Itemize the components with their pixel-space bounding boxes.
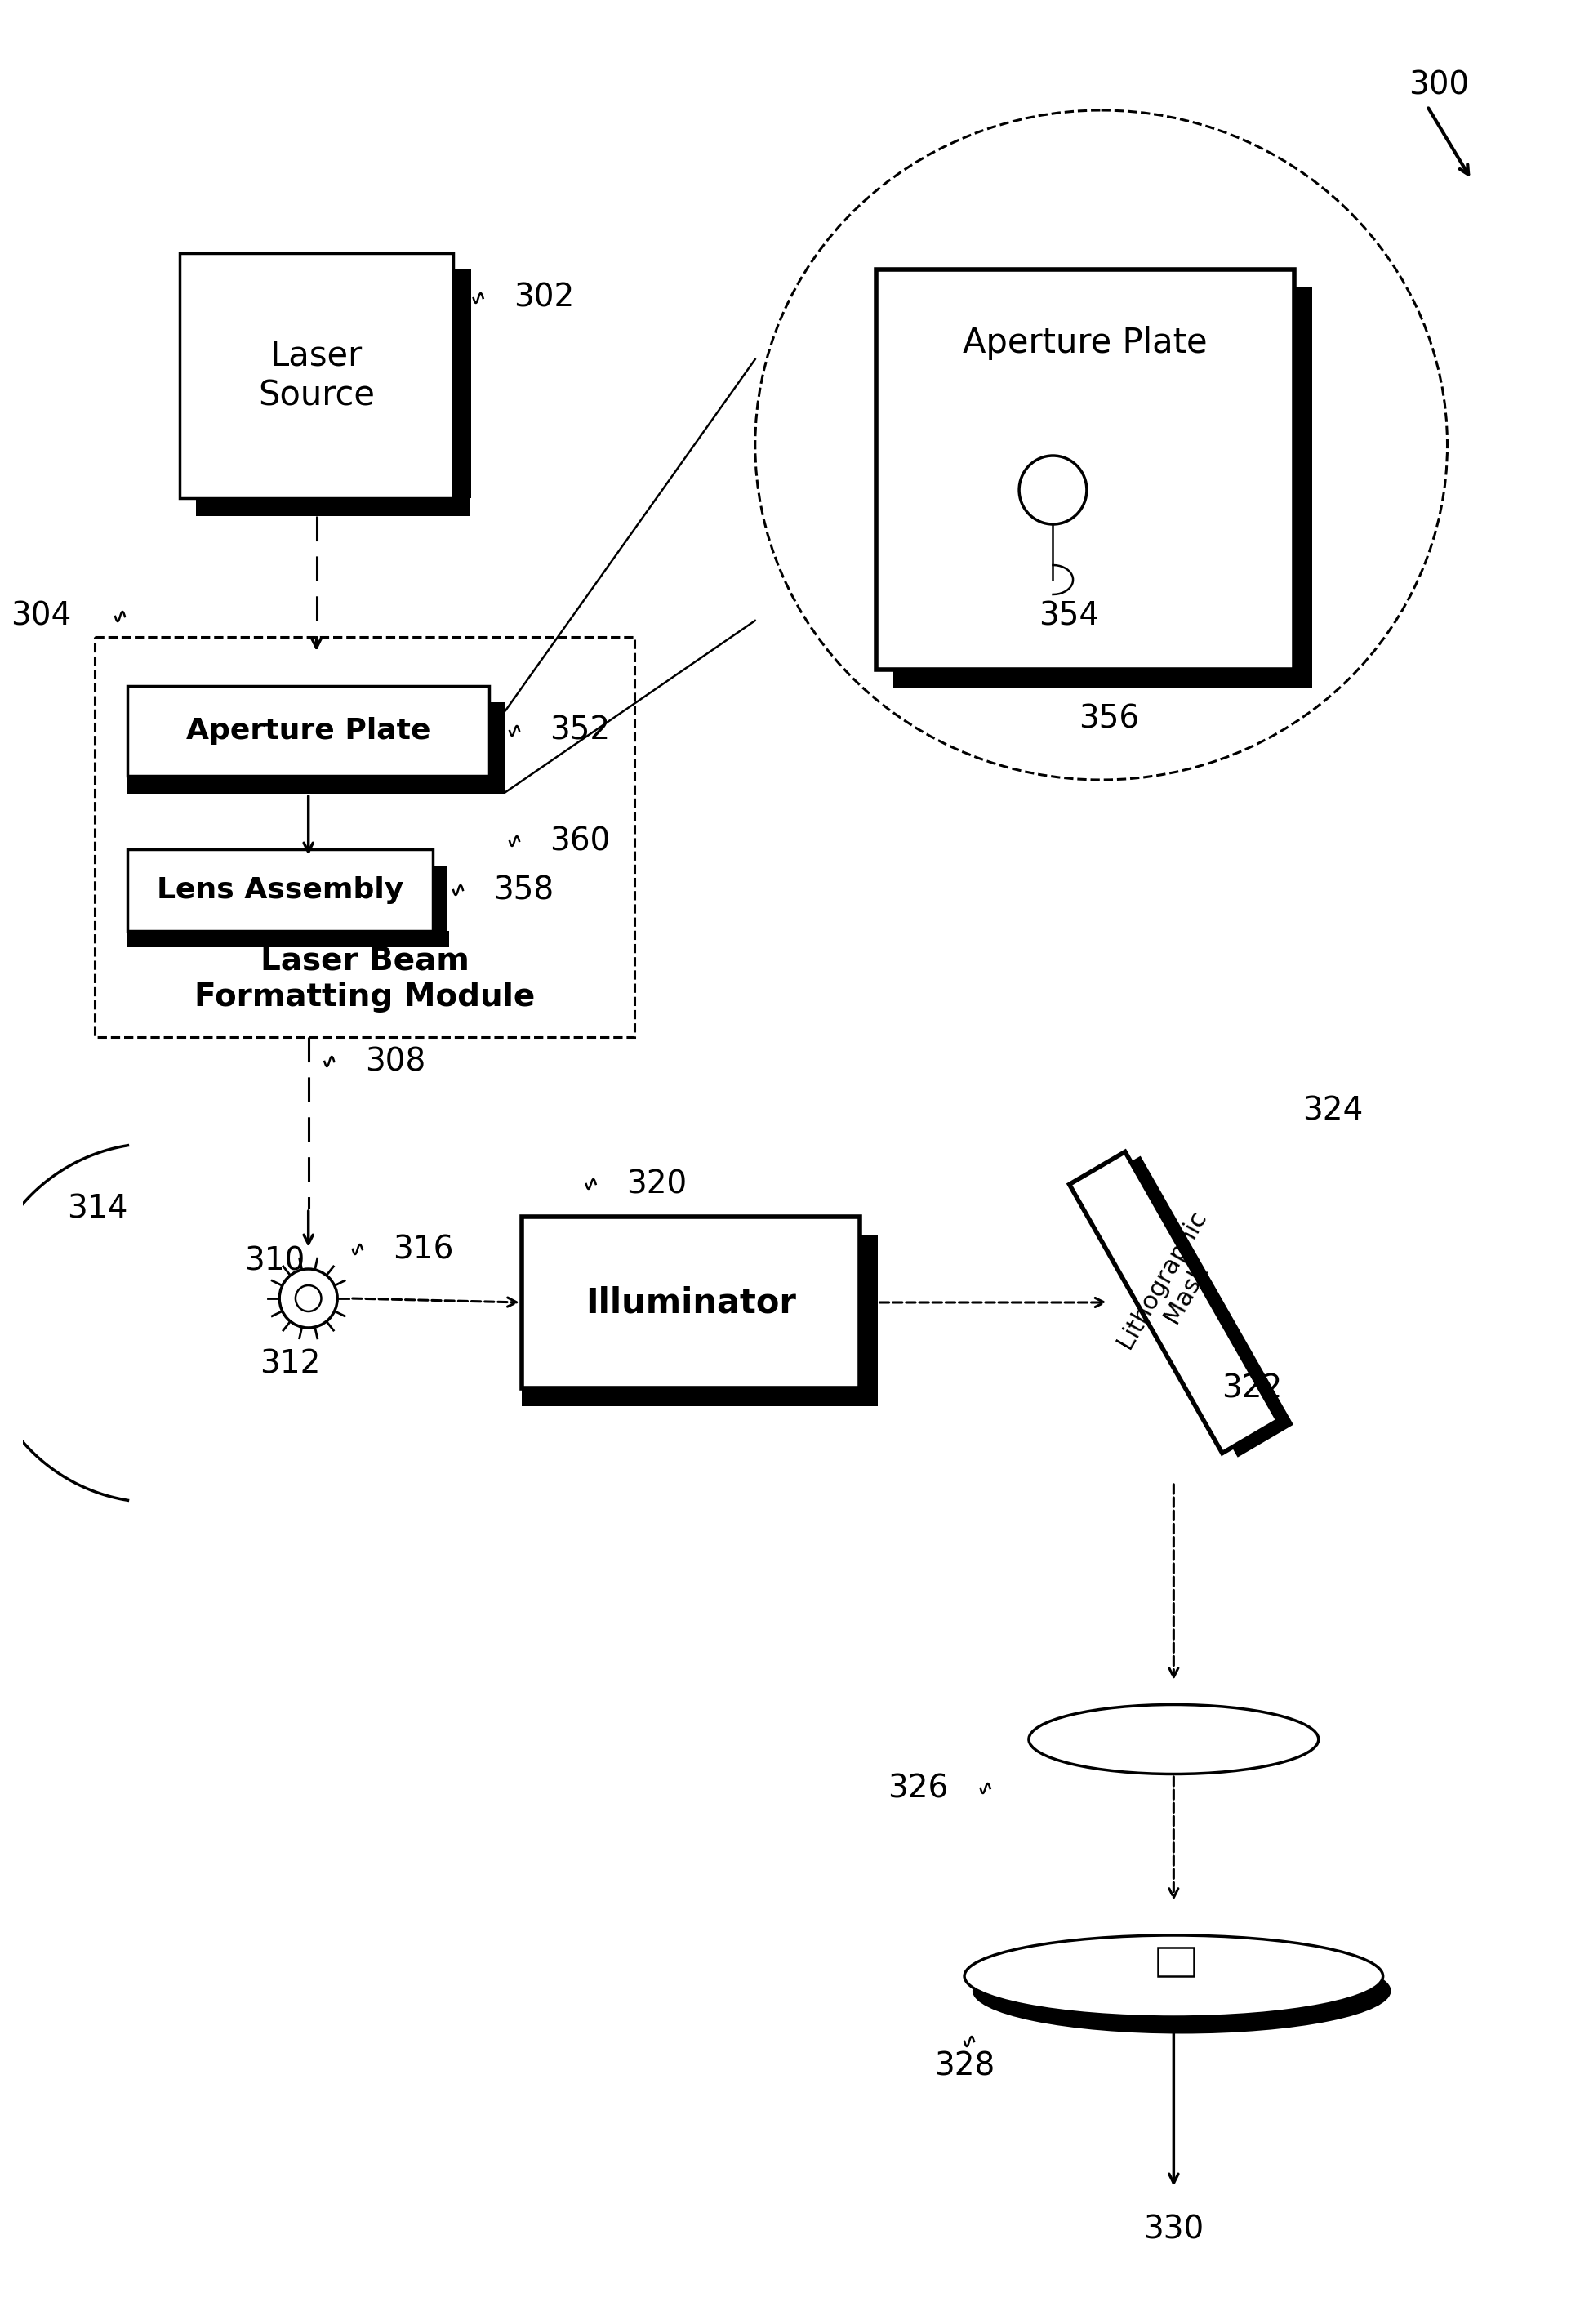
Text: 354: 354 bbox=[1039, 602, 1100, 632]
Text: Illuminator: Illuminator bbox=[585, 1285, 796, 1320]
Bar bbox=[127, 932, 450, 948]
Text: 328: 328 bbox=[934, 2050, 995, 2082]
Bar bbox=[95, 637, 634, 1037]
Bar bbox=[127, 686, 489, 776]
Bar bbox=[453, 270, 470, 497]
Bar bbox=[860, 1234, 877, 1406]
Ellipse shape bbox=[965, 1936, 1382, 2017]
Text: 314: 314 bbox=[67, 1192, 127, 1225]
Ellipse shape bbox=[972, 1948, 1390, 2034]
Ellipse shape bbox=[1028, 1703, 1319, 1773]
Text: 316: 316 bbox=[392, 1234, 454, 1264]
Bar bbox=[1085, 1155, 1293, 1457]
Bar bbox=[127, 776, 505, 795]
Text: Laser Beam
Formatting Module: Laser Beam Formatting Module bbox=[194, 946, 535, 1013]
Bar bbox=[893, 669, 1313, 688]
Text: 304: 304 bbox=[10, 602, 72, 632]
Bar bbox=[434, 865, 448, 948]
Text: 356: 356 bbox=[1079, 704, 1139, 734]
Text: 352: 352 bbox=[550, 716, 610, 746]
Text: Laser
Source: Laser Source bbox=[257, 339, 375, 414]
Bar bbox=[1157, 1948, 1193, 1975]
Text: Aperture Plate: Aperture Plate bbox=[963, 325, 1208, 360]
Text: 300: 300 bbox=[1409, 70, 1470, 102]
Text: 324: 324 bbox=[1303, 1095, 1363, 1127]
Text: Lens Assembly: Lens Assembly bbox=[157, 876, 404, 904]
Text: 308: 308 bbox=[365, 1046, 426, 1076]
Bar bbox=[489, 702, 505, 792]
Text: 330: 330 bbox=[1144, 2215, 1204, 2245]
Text: 358: 358 bbox=[494, 874, 555, 906]
Text: 326: 326 bbox=[888, 1773, 949, 1803]
Text: 302: 302 bbox=[513, 284, 574, 314]
Bar bbox=[1295, 288, 1313, 688]
Text: 360: 360 bbox=[550, 825, 610, 858]
Bar bbox=[1069, 1153, 1278, 1452]
Bar bbox=[893, 288, 1313, 688]
Text: 322: 322 bbox=[1222, 1373, 1282, 1404]
Text: 312: 312 bbox=[261, 1348, 321, 1378]
Bar bbox=[521, 1387, 877, 1406]
Bar bbox=[127, 848, 434, 932]
Bar bbox=[876, 270, 1295, 669]
Bar bbox=[195, 497, 469, 516]
Text: Aperture Plate: Aperture Plate bbox=[186, 718, 431, 744]
Bar bbox=[180, 253, 453, 497]
Bar bbox=[521, 1218, 860, 1387]
Text: 310: 310 bbox=[245, 1246, 305, 1278]
Text: 320: 320 bbox=[626, 1169, 686, 1199]
Text: Lithographic
Mask: Lithographic Mask bbox=[1112, 1206, 1235, 1367]
